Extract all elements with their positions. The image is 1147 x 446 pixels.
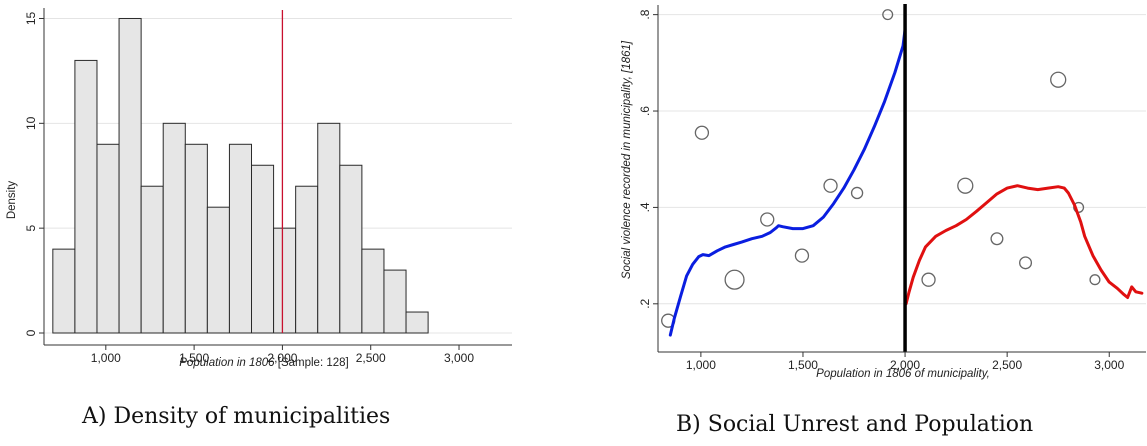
- panel-b-x-tick-label: 3,000: [1094, 358, 1124, 372]
- panel-a-y-axis-label: Density: [6, 181, 18, 220]
- panel-a-bars: [52, 17, 429, 334]
- panel-a-bar: [339, 164, 363, 334]
- panel-b-point: [850, 186, 864, 200]
- panel-b-axes: [657, 5, 1146, 353]
- panel-a-bar: [206, 206, 230, 334]
- panel-a-x-tick-label: 3,000: [444, 351, 474, 365]
- panel-a-bar: [74, 59, 98, 334]
- panel-b-point: [794, 248, 810, 263]
- panel-b-point: [1050, 71, 1067, 88]
- panel-b-fit-line-left: [668, 27, 907, 337]
- panel-a-bar: [162, 122, 186, 334]
- panel-a-x-tick-label: 1,500: [179, 351, 209, 365]
- panel-b-x-tick-label: 1,000: [686, 358, 716, 372]
- panel-b-gridlines: [658, 14, 1146, 305]
- panel-a-y-tick-label: 5: [24, 225, 38, 232]
- panel-b-point: [1089, 274, 1101, 286]
- panel-b-x-tick-label: 2,500: [992, 358, 1022, 372]
- panel-b-point: [760, 212, 775, 227]
- panel-b-point: [1019, 256, 1033, 270]
- panel-b-point: [990, 232, 1004, 246]
- panel-a-x-tick-label: 2,500: [356, 351, 386, 365]
- panel-a-caption: A) Density of municipalities: [82, 404, 391, 429]
- panel-a-x-axis-label-sample: [Sample: 128]: [275, 357, 349, 369]
- panel-b-x-tick-label: 1,500: [788, 358, 818, 372]
- panel-a-bar: [383, 269, 407, 334]
- panel-a-bar: [118, 17, 142, 334]
- panel-a-y-tick-label: 15: [24, 11, 38, 25]
- panel-b-x-axis-label: Population in 1806 of municipality,: [816, 368, 990, 380]
- panel-b-caption: B) Social Unrest and Population: [676, 412, 1034, 437]
- panel-a-bar: [361, 248, 385, 334]
- panel-b-fit-lines: [668, 27, 1144, 337]
- panel-b-point: [724, 269, 745, 290]
- panel-b-x-tick-label: 2,000: [890, 358, 920, 372]
- panel-a-x-tick-label: 1,000: [91, 351, 121, 365]
- panel-b-point: [823, 178, 838, 193]
- panel-a-x-tick-label: 2,000: [267, 351, 297, 365]
- panel-b-y-tick-label: .2: [638, 298, 652, 308]
- panel-a-bar: [251, 164, 275, 334]
- panel-a-y-tick-labels: 0 5 10 15: [24, 11, 44, 336]
- panel-b-point: [921, 272, 936, 287]
- panel-a-x-tick-labels: 1,000 1,500 2,000 2,500 3,000: [91, 345, 474, 365]
- panel-b-y-tick-label: .6: [638, 106, 652, 116]
- panel-a-y-tick-label: 0: [24, 329, 38, 336]
- panel-b-point: [957, 177, 974, 194]
- panel-b-point: [882, 9, 894, 21]
- panel-b-fit-line-right: [904, 184, 1144, 306]
- panel-a-bar: [405, 311, 429, 334]
- panel-b-y-tick-label: .4: [638, 202, 652, 212]
- panel-b-scatter: .2 .4 .6 .8 1,000 1,500 2,000 2,500 3,000 Socia…: [621, 4, 1146, 380]
- panel-a-x-axis-label-main: Population in 1806: [179, 357, 275, 369]
- panel-a-bar: [273, 227, 297, 334]
- panel-a-bar: [295, 185, 319, 334]
- panel-b-point: [694, 125, 710, 140]
- panel-a-x-axis-label: Population in 1806 [Sample: 128]: [179, 357, 348, 369]
- panel-a-bar: [52, 248, 76, 334]
- panel-a-bar: [317, 122, 341, 334]
- panel-b-x-tick-labels: 1,000 1,500 2,000 2,500 3,000: [686, 352, 1125, 372]
- panel-a-histogram: 0 5 10 15 1,000 1,500 2,000 2,500 3,000 Density…: [6, 8, 512, 369]
- panel-b-y-axis-label: Social violence recorded in municipality…: [621, 40, 633, 279]
- panel-a-y-tick-label: 10: [24, 116, 38, 130]
- panel-a-bar: [228, 143, 253, 334]
- panel-b-y-tick-labels: .2 .4 .6 .8: [638, 9, 658, 309]
- panel-a-bar: [184, 143, 208, 334]
- panel-a-bar: [96, 143, 120, 334]
- panel-a-bar: [140, 185, 164, 334]
- panel-b-y-tick-label: .8: [638, 9, 652, 19]
- panel-b-points: [661, 9, 1101, 328]
- panel-a-axes: [43, 8, 512, 346]
